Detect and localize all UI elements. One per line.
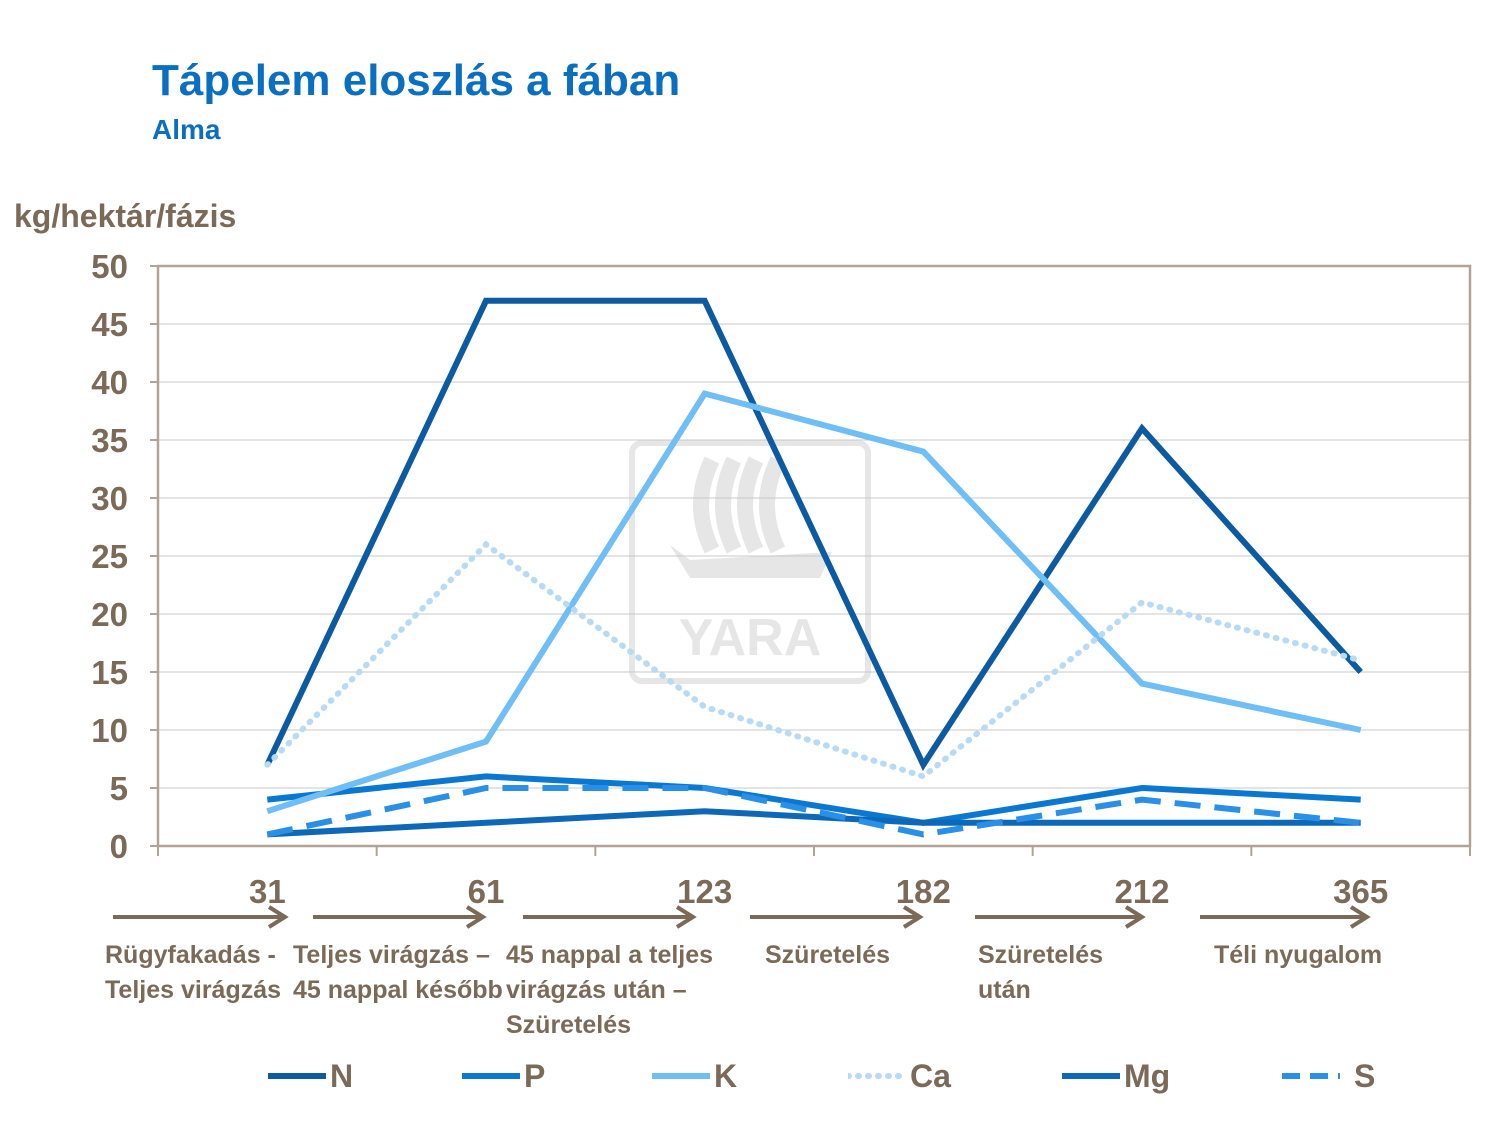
legend-swatch-p <box>462 1073 520 1079</box>
legend-item-p: P <box>462 1056 545 1096</box>
y-tick-label: 30 <box>91 480 128 517</box>
legend-swatch-s <box>1282 1073 1340 1079</box>
y-tick-label: 10 <box>91 712 128 749</box>
series-line-k <box>266 390 1362 815</box>
phase-label-5: Szüretelés után <box>978 941 1104 1004</box>
phase-label-6: Téli nyugalom <box>1214 941 1383 969</box>
svg-text:YARA: YARA <box>679 609 822 667</box>
y-axis-label: kg/hektár/fázis <box>14 198 237 234</box>
phase-label-2: Teljes virágzás – 45 nappal később <box>293 941 503 1004</box>
legend-label-ca: Ca <box>910 1057 951 1094</box>
chart-subtitle: Alma <box>152 114 221 145</box>
phase-arrowhead <box>465 905 487 929</box>
y-tick-label: 50 <box>91 248 128 285</box>
y-tick-label: 0 <box>110 828 128 865</box>
phase-label-1: Rügyfakadás - Teljes virágzás <box>105 941 282 1004</box>
phase-label-4: Szüretelés <box>765 941 891 969</box>
legend-swatch-ca <box>848 1073 906 1079</box>
phase-arrowhead <box>1124 905 1146 929</box>
series-line-mg <box>267 808 1361 838</box>
x-tick-label: 61 <box>468 873 505 910</box>
series-line-n <box>264 297 1363 771</box>
x-tick-label: 182 <box>896 873 951 910</box>
watermark-logo: YARA <box>629 440 871 684</box>
y-tick-label: 20 <box>91 596 128 633</box>
legend-label-n: N <box>330 1057 354 1094</box>
phase-label-3: 45 nappal a teljes virágzás után – Szüre… <box>506 941 714 1039</box>
phase-arrowhead <box>1349 905 1371 929</box>
legend-swatch-mg <box>1062 1073 1120 1079</box>
phase-arrowhead <box>902 905 924 929</box>
legend-item-n: N <box>268 1056 353 1096</box>
y-tick-label: 25 <box>91 538 128 575</box>
y-tick-label: 35 <box>91 422 128 459</box>
legend-label-mg: Mg <box>1124 1057 1171 1094</box>
chart-title: Tápelem eloszlás a fában <box>152 56 681 105</box>
y-tick-label: 15 <box>91 654 128 691</box>
x-tick-label: 123 <box>677 873 732 910</box>
legend-label-s: S <box>1354 1057 1376 1094</box>
y-tick-label: 5 <box>110 770 128 807</box>
legend-item-s: S <box>1282 1056 1375 1096</box>
legend-item-k: K <box>652 1056 737 1096</box>
series-line-p <box>266 773 1361 826</box>
y-tick-label: 40 <box>91 364 128 401</box>
legend-label-p: P <box>524 1057 546 1094</box>
legend-item-ca: Ca <box>848 1056 951 1096</box>
legend-item-mg: Mg <box>1062 1056 1170 1096</box>
legend-swatch-n <box>268 1073 326 1079</box>
series-line-ca <box>264 540 1364 780</box>
phase-arrowhead <box>267 905 289 929</box>
x-tick-label: 212 <box>1114 873 1169 910</box>
x-tick-label: 365 <box>1333 873 1388 910</box>
series-line-s <box>266 785 1362 838</box>
legend-swatch-k <box>652 1073 710 1079</box>
y-tick-label: 45 <box>91 306 128 343</box>
phase-arrowhead <box>675 905 697 929</box>
legend-label-k: K <box>714 1057 738 1094</box>
x-tick-label: 31 <box>249 873 286 910</box>
